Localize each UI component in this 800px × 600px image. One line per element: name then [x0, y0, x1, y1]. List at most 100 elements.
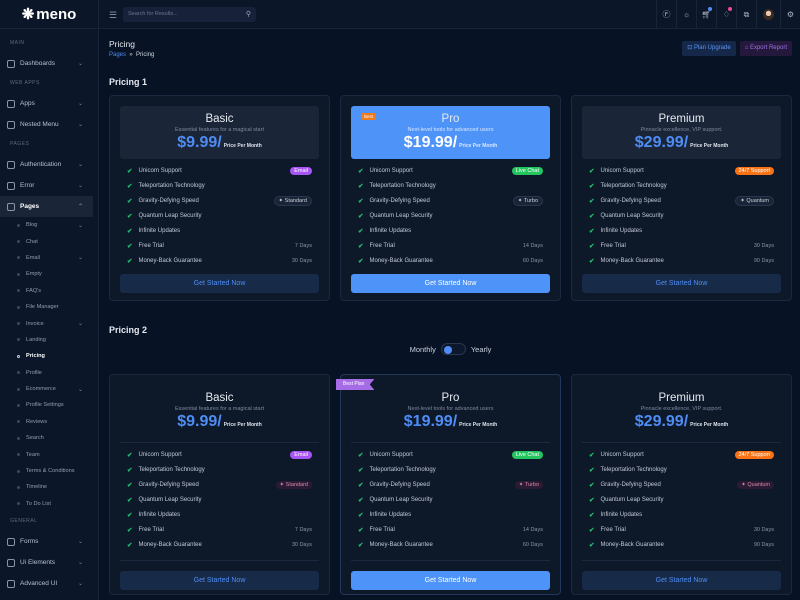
chevron-down-icon: ⌄ [77, 61, 83, 67]
check-icon: ✔ [589, 466, 595, 474]
sidebar-subitem-ecommerce[interactable]: Ecommerce ⌄ [0, 381, 93, 397]
feature-label: Unicorn Support [138, 451, 182, 458]
plan-upgrade-label: Plan Upgrade [693, 45, 731, 51]
divider [351, 560, 550, 561]
sidebar-item-utilities[interactable]: Utilities⌄ [0, 594, 93, 600]
breadcrumb-current: Pricing [136, 52, 155, 58]
sidebar-item-authentication[interactable]: Authentication ⌄ [0, 154, 93, 175]
sidebar-subitem-email[interactable]: Email ⌄ [0, 250, 93, 266]
sidebar-subitem-timeline[interactable]: Timeline [0, 479, 93, 495]
feature-item: ✔ Teleportation Technology [589, 462, 774, 477]
check-icon: ✔ [127, 227, 133, 235]
plan-upgrade-button[interactable]: ⊡ Plan Upgrade [682, 41, 736, 56]
export-report-label: Export Report [749, 45, 787, 51]
sidebar-subitem-chat[interactable]: Chat [0, 233, 93, 249]
check-icon: ✔ [589, 451, 595, 459]
sidebar-item-error[interactable]: Error ⌄ [0, 175, 93, 196]
export-report-button[interactable]: ⌂ Export Report [739, 41, 792, 56]
bullet-icon [17, 403, 20, 407]
get-started-button[interactable]: Get Started Now [351, 274, 550, 293]
feature-item: ✔ Money-Back Guarantee 90 Days [589, 537, 774, 552]
bullet-icon [17, 354, 20, 358]
avatar[interactable] [756, 0, 780, 29]
cart-icon[interactable]: 🛒︎ [696, 0, 716, 29]
sidebar-subitem-terms-conditions[interactable]: Terms & Conditions [0, 463, 93, 479]
feature-value: 90 Days [753, 257, 774, 264]
sidebar-item-dashboards[interactable]: Dashboards ⌄ [0, 53, 93, 74]
sidebar-item-ui-elements[interactable]: Ui Elements ⌄ [0, 552, 93, 573]
check-icon: ✔ [127, 167, 133, 175]
monthly-label[interactable]: Monthly [409, 344, 436, 354]
plan-header: Premium Pinnacle excellence, VIP support.… [582, 106, 781, 159]
sidebar-subitem-profile[interactable]: Profile [0, 365, 93, 381]
sidebar-subitem-blog[interactable]: Blog ⌄ [0, 217, 93, 233]
menu-toggle-icon[interactable]: ☰ [109, 10, 118, 20]
get-started-button[interactable]: Get Started Now [582, 571, 781, 590]
plan-price: $29.99/Price Per Month [582, 134, 781, 152]
sidebar-subitem-to-do-list[interactable]: To Do List [0, 496, 93, 512]
check-icon: ✔ [127, 496, 133, 504]
sidebar-subitem-team[interactable]: Team [0, 446, 93, 462]
chevron-down-icon: ⌄ [77, 162, 83, 168]
bell-icon[interactable]: ♢ [716, 0, 736, 29]
sidebar-subitem-invoice[interactable]: Invoice ⌄ [0, 315, 93, 331]
bullet-icon [17, 420, 20, 424]
switch-knob [443, 345, 452, 354]
sidebar-item-label: Error [20, 182, 35, 189]
sidebar-subitem-profile-settings[interactable]: Profile Settings [0, 397, 93, 413]
currency-icon[interactable]: Ⓕ [656, 0, 676, 29]
sidebar-item-pages[interactable]: Pages ⌃ [0, 196, 93, 217]
sidebar-item-label: Forms [20, 538, 39, 546]
check-icon: ✔ [358, 511, 364, 519]
bullet-icon [17, 240, 20, 244]
sidebar-subitem-faq-s[interactable]: FAQ's [0, 283, 93, 299]
apps-icon[interactable]: ⧉ [736, 0, 756, 29]
brand-logo[interactable]: ❋ meno [0, 0, 98, 29]
check-icon: ✔ [358, 466, 364, 474]
plan-header: Best Pro Next-level tools for advanced use… [351, 106, 550, 159]
sidebar-item-label: Pages [20, 203, 40, 210]
breadcrumb-pages[interactable]: Pages [109, 52, 127, 58]
box-icon [7, 558, 15, 567]
get-started-button[interactable]: Get Started Now [120, 274, 319, 293]
gear-icon[interactable]: ⚙ [780, 0, 800, 29]
plan-name: Basic [205, 392, 234, 404]
yearly-label[interactable]: Yearly [470, 344, 492, 354]
sidebar-subitem-empty[interactable]: Empty [0, 266, 93, 282]
feature-item: ✔ Free Trial 14 Days [358, 522, 543, 537]
check-icon: ✔ [589, 212, 595, 220]
sidebar-subitem-search[interactable]: Search [0, 430, 93, 446]
sidebar-item-nested-menu[interactable]: Nested Menu ⌄ [0, 114, 93, 135]
search-input[interactable]: Search for Results... ⚲ [123, 7, 256, 22]
get-started-button[interactable]: Get Started Now [120, 571, 319, 590]
bullet-icon [17, 322, 20, 326]
get-started-button[interactable]: Get Started Now [582, 274, 781, 293]
billing-switch[interactable] [440, 343, 466, 355]
feature-item: ✔ Free Trial 30 Days [589, 238, 774, 253]
sidebar-subitem-reviews[interactable]: Reviews [0, 414, 93, 430]
sidebar-subitem-pricing[interactable]: Pricing [0, 348, 93, 364]
sidebar-subitem-landing[interactable]: Landing [0, 332, 93, 348]
feature-label: Teleportation Technology [369, 466, 436, 473]
sun-icon[interactable]: ☼ [676, 0, 696, 29]
chevron-down-icon: ⌄ [77, 101, 83, 107]
sidebar-item-label: Nested Menu [20, 121, 59, 128]
get-started-button[interactable]: Get Started Now [351, 571, 550, 590]
sidebar-item-forms[interactable]: Forms ⌄ [0, 531, 93, 552]
feature-item: ✔ Quantum Leap Security [589, 492, 774, 507]
billing-toggle: Monthly Yearly [109, 343, 792, 355]
sidebar-item-apps[interactable]: Apps ⌄ [0, 93, 93, 114]
feature-item: ✔ Free Trial 14 Days [358, 238, 543, 253]
feature-item: ✔ Gravity-Defying Speed ✦ Turbo [358, 477, 543, 492]
feature-item: ✔ Teleportation Technology [358, 178, 543, 193]
bullet-icon [17, 305, 20, 309]
search-icon[interactable]: ⚲ [245, 11, 251, 18]
sidebar-item-advanced-ui[interactable]: Advanced UI ⌄ [0, 573, 93, 594]
sidebar-subitem-label: Email [26, 254, 40, 261]
divider [351, 442, 550, 443]
feature-item: ✔ Quantum Leap Security [358, 208, 543, 223]
check-icon: ✔ [127, 526, 133, 534]
sidebar-subitem-file-manager[interactable]: File Manager [0, 299, 93, 315]
feature-item: ✔ Gravity-Defying Speed ✦ Quantum [589, 477, 774, 492]
price-amount: $29.99/ [634, 134, 689, 151]
